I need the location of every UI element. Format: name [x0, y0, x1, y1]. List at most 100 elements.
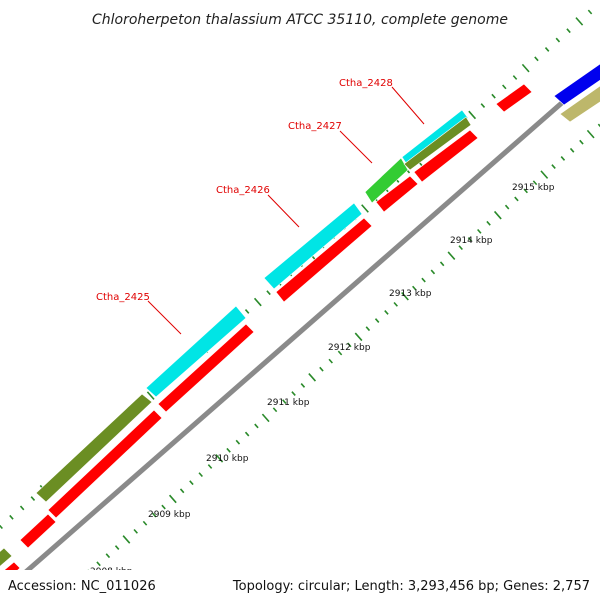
tick-mark: [523, 188, 528, 194]
genome-backbone: [24, 66, 600, 570]
tick-mark: [365, 326, 371, 332]
tick-mark: [579, 139, 584, 145]
tick-mark: [19, 505, 25, 511]
gene-red-2[interactable]: [47, 409, 163, 519]
tick-label-2908: 2908 kbp: [90, 567, 133, 577]
tick-mark: [300, 383, 306, 388]
tick-label-2911: 2911 kbp: [267, 398, 310, 408]
tick-label-2910: 2910 kbp: [206, 454, 249, 464]
tick-mark: [337, 350, 343, 356]
tick-mark: [168, 494, 177, 504]
tick-mark: [412, 285, 417, 291]
tick-label-2913: 2913 kbp: [389, 289, 432, 299]
tick-mark: [96, 561, 101, 567]
tick-mark: [105, 553, 111, 559]
tick-mark: [458, 245, 463, 251]
gene-cyan-ctha2425[interactable]: [145, 305, 247, 398]
tick-mark: [30, 496, 36, 501]
tick-mark: [480, 103, 486, 108]
tick-mark: [493, 210, 502, 220]
tick-mark: [384, 310, 389, 315]
tick-mark: [87, 569, 89, 570]
scale-tick-labels: 2908 kbp 2909 kbp 2910 kbp 2911 kbp 2912…: [90, 183, 555, 577]
genome-summary-text: Topology: circular; Length: 3,293,456 bp…: [232, 579, 590, 594]
tick-mark: [253, 297, 262, 307]
gene-cyan-ctha2428[interactable]: [401, 109, 469, 164]
tick-mark: [198, 472, 203, 478]
tick-mark: [179, 488, 185, 494]
gene-olive-ctha2428[interactable]: [403, 116, 472, 171]
gene-red-6[interactable]: [413, 129, 479, 183]
tick-mark: [486, 220, 491, 226]
gene-khaki-right[interactable]: [559, 85, 600, 123]
tick-mark: [189, 480, 194, 486]
tick-label-2915: 2915 kbp: [512, 183, 555, 193]
gene-red-5[interactable]: [375, 175, 419, 213]
gene-cyan-ctha2426[interactable]: [263, 202, 363, 290]
gene-olive-long[interactable]: [35, 393, 153, 503]
tick-mark: [361, 204, 369, 213]
tick-mark: [532, 180, 538, 186]
leader-ctha2425: [147, 300, 182, 335]
tick-mark: [9, 514, 14, 520]
leader-ctha2426: [267, 194, 300, 228]
tick-label-2914: 2914 kbp: [450, 236, 493, 246]
tick-mark: [282, 399, 287, 405]
tick-mark: [514, 196, 519, 202]
tick-mark: [272, 407, 278, 413]
tick-mark: [393, 301, 398, 307]
gene-red-4[interactable]: [275, 217, 373, 303]
tick-mark: [235, 439, 241, 445]
tick-mark: [544, 47, 550, 52]
gene-olive-left-edge[interactable]: [0, 547, 13, 568]
map-title: Chloroherpeton thalassium ATCC 35110, co…: [92, 12, 508, 28]
tick-mark: [447, 251, 456, 260]
tick-mark: [215, 454, 224, 463]
tick-mark: [328, 358, 333, 364]
gene-green-ctha2427[interactable]: [364, 157, 409, 204]
tick-mark: [133, 528, 138, 534]
gene-red-3[interactable]: [157, 323, 255, 413]
gene-label-ctha2428[interactable]: Ctha_2428: [339, 78, 393, 89]
tick-mark: [430, 269, 436, 275]
gene-labels: Ctha_2425 Ctha_2426 Ctha_2427 Ctha_2428: [96, 78, 393, 303]
tick-mark: [142, 520, 148, 526]
gene-features: [0, 63, 600, 590]
tick-mark: [261, 413, 270, 423]
tick-mark: [122, 535, 131, 544]
tick-mark: [146, 391, 155, 400]
tick-mark: [207, 464, 213, 469]
tick-mark: [0, 524, 3, 530]
tick-mark: [291, 391, 296, 396]
tick-mark: [468, 110, 477, 120]
gene-label-ctha2426[interactable]: Ctha_2426: [216, 185, 270, 196]
gene-blue-right[interactable]: [553, 63, 600, 106]
tick-mark: [521, 63, 530, 73]
accession-text: Accession: NC_011026: [8, 579, 156, 594]
tick-mark: [540, 170, 549, 179]
tick-mark: [226, 447, 231, 453]
tick-mark: [502, 84, 507, 90]
gene-red-1[interactable]: [19, 513, 57, 549]
tick-mark: [597, 123, 600, 128]
tick-label-2912: 2912 kbp: [328, 343, 371, 353]
tick-mark: [555, 37, 561, 43]
gene-red-left-edge[interactable]: [0, 561, 21, 590]
tick-mark: [560, 156, 566, 161]
gene-red-7[interactable]: [495, 83, 533, 113]
tick-mark: [152, 512, 157, 518]
tick-mark: [534, 56, 539, 62]
tick-mark: [504, 204, 510, 210]
tick-mark: [551, 164, 556, 169]
gene-label-ctha2425[interactable]: Ctha_2425: [96, 292, 150, 303]
gene-label-ctha2427[interactable]: Ctha_2427: [288, 121, 342, 132]
tick-mark: [244, 309, 250, 314]
tick-mark: [266, 290, 271, 296]
tick-mark: [575, 17, 584, 26]
tick-mark: [512, 75, 518, 80]
tick-mark: [114, 545, 120, 550]
tick-mark: [319, 366, 324, 372]
tick-mark: [587, 9, 593, 15]
tick-mark: [566, 28, 571, 34]
